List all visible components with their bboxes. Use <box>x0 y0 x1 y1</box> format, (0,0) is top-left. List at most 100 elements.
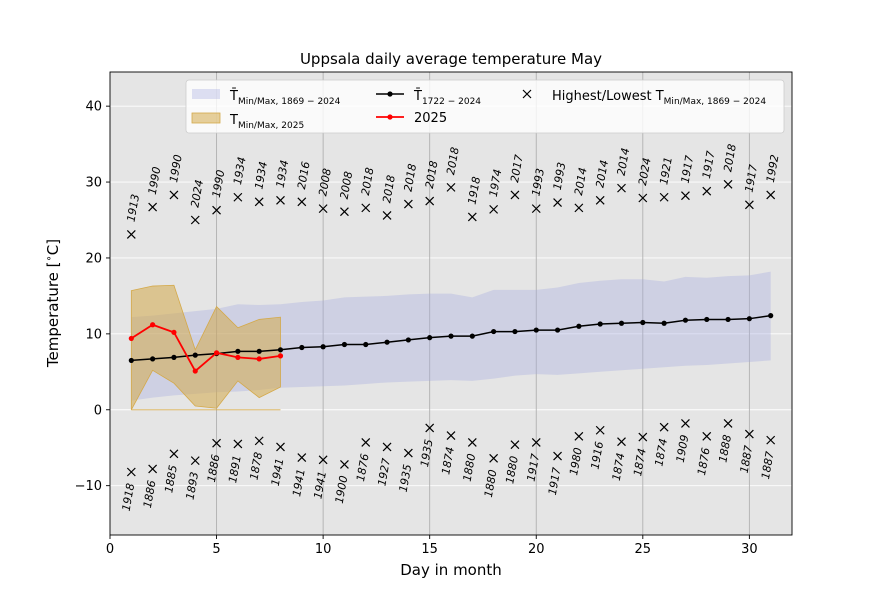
mean-point <box>597 321 603 327</box>
record-high-marker <box>638 193 648 203</box>
record-low-marker <box>510 440 520 450</box>
series-2025-point <box>213 350 220 356</box>
record-low-year: 1917 <box>525 453 543 483</box>
record-low-marker <box>702 431 712 441</box>
mean-point <box>341 341 348 348</box>
mean-point <box>618 320 625 326</box>
record-low-marker <box>276 442 285 452</box>
record-low-marker <box>766 435 776 445</box>
record-high-year: 2008 <box>316 167 334 197</box>
record-low-marker <box>531 437 541 447</box>
series-2025-point <box>171 329 177 335</box>
record-high-year: 1913 <box>124 193 142 223</box>
x-tick-label: 30 <box>741 542 758 557</box>
record-high-year: 2018 <box>380 174 398 204</box>
record-high-marker <box>766 190 776 200</box>
record-high-year: 1918 <box>465 176 483 206</box>
record-low-marker <box>148 464 158 474</box>
series-2025-point <box>192 368 198 374</box>
record-high-marker <box>531 204 541 214</box>
record-high-marker <box>574 203 584 213</box>
legend-label-band-all-sub: Min/Max, 1869 − 2024 <box>238 97 341 107</box>
record-low-year: 1909 <box>674 434 692 464</box>
y-tick-label: −10 <box>75 479 102 494</box>
record-low-marker <box>467 437 477 447</box>
record-high-marker <box>126 230 136 239</box>
record-high-year: 1993 <box>529 167 547 197</box>
x-axis-title: Day in month <box>400 561 502 579</box>
record-high-year: 2018 <box>721 143 739 173</box>
record-low-year: 1900 <box>333 475 351 505</box>
mean-point <box>277 347 284 353</box>
record-low-year: 1980 <box>567 447 585 477</box>
record-high-year: 2018 <box>423 160 441 190</box>
record-high-marker <box>510 190 520 200</box>
record-high-year: 1992 <box>764 154 782 184</box>
mean-point <box>427 335 433 341</box>
legend-label-2025-main: 2025 <box>414 111 447 126</box>
record-low-marker <box>638 432 648 442</box>
record-low-year: 1941 <box>269 457 287 487</box>
x-tick-label: 5 <box>212 542 220 557</box>
record-low-year: 1927 <box>375 457 393 487</box>
record-low-marker <box>659 422 669 432</box>
y-tick-label: 30 <box>85 176 102 191</box>
record-high-marker <box>318 204 328 214</box>
mean-point <box>704 316 710 323</box>
y-tick-label: 0 <box>94 403 102 418</box>
series-2025-line <box>130 323 281 373</box>
x-tick-label: 25 <box>635 542 652 557</box>
band-2025 <box>130 284 281 410</box>
record-low-year: 1917 <box>546 466 564 496</box>
legend-label-band-2025: TMin/Max, 2025 <box>229 113 304 131</box>
mean-point <box>746 316 752 322</box>
record-high-year: 2014 <box>615 147 633 177</box>
record-low-marker <box>340 459 349 469</box>
legend-label-extremes: Highest/Lowest TMin/Max, 1869 − 2024 <box>552 89 766 107</box>
legend-label-2025: 2025 <box>414 111 447 126</box>
legend-swatch-band-all <box>192 89 220 99</box>
legend-label-mean: T̄1722 − 2024 <box>413 89 481 107</box>
record-high-year: 1974 <box>487 168 505 198</box>
record-high-year: 2018 <box>359 167 377 197</box>
record-high-marker <box>169 190 179 200</box>
record-low-year: 1874 <box>439 446 457 476</box>
chart-title: Uppsala daily average temperature May <box>300 50 602 68</box>
series-lines <box>128 313 774 374</box>
x-tick-label: 10 <box>315 542 332 557</box>
series-2025-point <box>256 356 262 362</box>
record-high-marker <box>403 199 413 209</box>
legend-label-band-all: T̄Min/Max, 1869 − 2024 <box>229 89 341 107</box>
record-low-marker <box>382 442 392 452</box>
record-high-year: 2014 <box>593 159 611 189</box>
record-low-marker <box>233 439 243 449</box>
record-low-marker <box>318 455 328 465</box>
mean-point <box>725 316 731 323</box>
record-high-marker <box>276 195 285 205</box>
record-low-year: 1935 <box>397 463 415 493</box>
record-high-marker <box>190 215 200 225</box>
legend-label-mean-main: T̄ <box>413 89 422 104</box>
mean-point <box>171 354 177 360</box>
record-high-marker <box>744 200 754 210</box>
record-high-year: 2017 <box>508 154 526 184</box>
record-low-year: 1887 <box>759 450 777 480</box>
record-high-marker <box>489 204 499 214</box>
record-low-year: 1887 <box>738 444 756 474</box>
record-low-marker <box>744 429 754 439</box>
mean-point <box>299 344 305 351</box>
record-low-year: 1874 <box>631 447 649 477</box>
record-low-year: 1916 <box>588 441 606 471</box>
record-low-year: 1880 <box>503 455 521 485</box>
series-2025-point <box>150 322 156 328</box>
mean-point <box>768 313 774 319</box>
record-low-marker <box>489 453 499 463</box>
mean-point <box>491 328 497 335</box>
record-high-year: 2008 <box>338 170 356 200</box>
mean-point <box>682 317 689 323</box>
mean-point <box>448 333 454 339</box>
record-low-marker <box>553 451 562 461</box>
record-low-marker <box>723 419 733 428</box>
legend-swatch-band-2025 <box>191 112 221 124</box>
